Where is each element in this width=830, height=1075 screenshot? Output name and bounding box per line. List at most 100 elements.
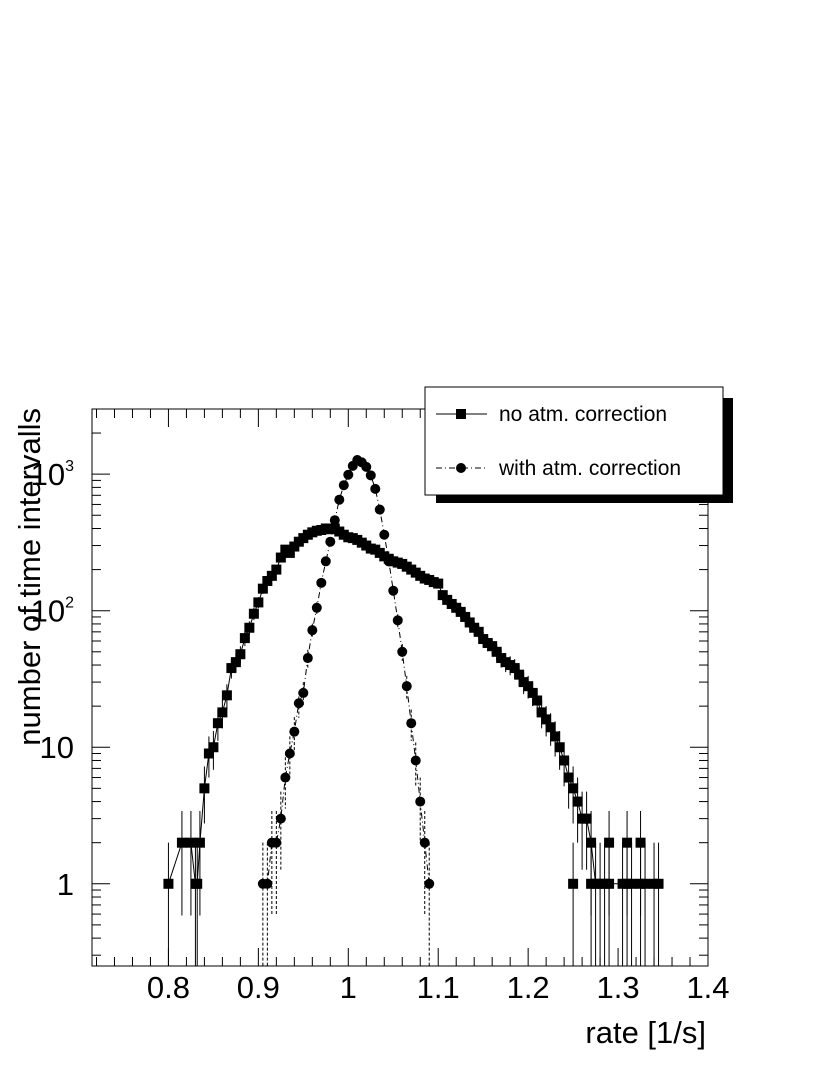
data-point-square <box>433 578 444 589</box>
data-point-circle <box>275 813 286 824</box>
data-point-square <box>284 547 295 558</box>
data-point-circle <box>361 461 372 472</box>
data-point-square <box>604 837 615 848</box>
data-point-square <box>527 687 538 698</box>
data-point-square <box>568 878 579 889</box>
data-point-square <box>473 626 484 637</box>
data-point-circle <box>370 483 381 494</box>
data-point-square <box>221 690 232 701</box>
y-tick-label: 1 <box>57 867 74 902</box>
data-point-circle <box>289 726 300 737</box>
data-point-square <box>253 597 264 608</box>
data-point-square <box>194 837 205 848</box>
data-point-square <box>550 731 561 742</box>
data-point-circle <box>388 585 399 596</box>
data-point-square <box>455 606 466 617</box>
data-point-square <box>199 783 210 794</box>
legend-marker-circle <box>456 463 466 473</box>
data-point-square <box>464 617 475 628</box>
data-point-circle <box>262 878 273 889</box>
data-point-circle <box>410 755 421 766</box>
legend-box <box>424 386 724 496</box>
data-point-square <box>163 878 174 889</box>
data-point-circle <box>293 698 304 709</box>
data-point-circle <box>311 602 322 613</box>
data-point-square <box>653 878 664 889</box>
data-point-square <box>635 837 646 848</box>
series-with-atm-correction <box>257 454 435 966</box>
data-point-circle <box>401 681 412 692</box>
data-point-square <box>257 583 268 594</box>
data-point-circle <box>320 556 331 567</box>
data-point-circle <box>415 796 426 807</box>
y-axis-title: number of time intervalls <box>12 408 47 746</box>
data-point-square <box>532 695 543 706</box>
legend-label-no-atm: no atm. correction <box>499 403 667 426</box>
x-axis-tick-labels: 0.8 0.9 1 1.1 1.2 1.3 1.4 <box>147 970 730 1005</box>
data-point-square <box>271 564 282 575</box>
data-point-circle <box>325 536 336 547</box>
data-point-square <box>536 707 547 718</box>
data-point-square <box>262 575 273 586</box>
data-point-square <box>176 837 187 848</box>
data-point-circle <box>302 653 313 664</box>
series-line <box>167 527 659 885</box>
data-point-circle <box>392 615 403 626</box>
data-point-square <box>581 813 592 824</box>
data-point-square <box>217 707 228 718</box>
data-point-square <box>226 663 237 674</box>
data-point-square <box>491 646 502 657</box>
x-tick-label: 1.1 <box>417 970 460 1005</box>
data-point-circle <box>406 718 417 729</box>
data-point-square <box>239 633 250 644</box>
data-point-square <box>244 622 255 633</box>
data-point-square <box>266 570 277 581</box>
data-point-square <box>509 663 520 674</box>
data-point-square <box>185 837 196 848</box>
data-point-circle <box>383 556 394 567</box>
data-point-square <box>248 608 259 619</box>
plot-frame <box>91 408 709 967</box>
data-point-circle <box>284 748 295 759</box>
data-point-square <box>460 611 471 622</box>
data-point-circle <box>316 577 327 588</box>
data-point-square <box>230 657 241 668</box>
x-tick-label: 0.9 <box>237 970 280 1005</box>
data-point-square <box>626 878 637 889</box>
legend-marker-square <box>456 409 466 419</box>
y-tick-label: 10 <box>40 730 74 765</box>
series-line <box>262 459 430 885</box>
data-point-circle <box>365 470 376 481</box>
data-point-square <box>554 742 565 753</box>
data-point-circle <box>271 837 282 848</box>
data-point-circle <box>338 480 349 491</box>
data-point-circle <box>280 772 291 783</box>
data-point-square <box>640 878 651 889</box>
data-point-square <box>559 755 570 766</box>
data-point-square <box>622 837 633 848</box>
data-point-circle <box>307 625 318 636</box>
data-point-circle <box>379 529 390 540</box>
legend: no atm. correction with atm. correction <box>424 386 733 503</box>
data-point-circle <box>343 469 354 480</box>
x-tick-label: 1.3 <box>597 970 640 1005</box>
data-point-square <box>523 681 534 692</box>
x-axis-title: rate [1/s] <box>585 1015 706 1050</box>
data-point-square <box>275 552 286 563</box>
x-tick-label: 1.2 <box>507 970 550 1005</box>
data-point-square <box>192 878 203 889</box>
data-point-square <box>235 649 246 660</box>
x-tick-label: 0.8 <box>147 970 190 1005</box>
legend-label-with-atm: with atm. correction <box>498 457 681 480</box>
x-tick-label: 1.4 <box>686 970 729 1005</box>
data-point-circle <box>298 687 309 698</box>
data-point-circle <box>424 878 435 889</box>
data-point-circle <box>329 515 340 526</box>
data-point-square <box>568 783 579 794</box>
data-point-square <box>545 722 556 733</box>
data-point-square <box>514 669 525 680</box>
data-point-square <box>541 714 552 725</box>
data-point-square <box>208 742 219 753</box>
data-point-square <box>563 772 574 783</box>
